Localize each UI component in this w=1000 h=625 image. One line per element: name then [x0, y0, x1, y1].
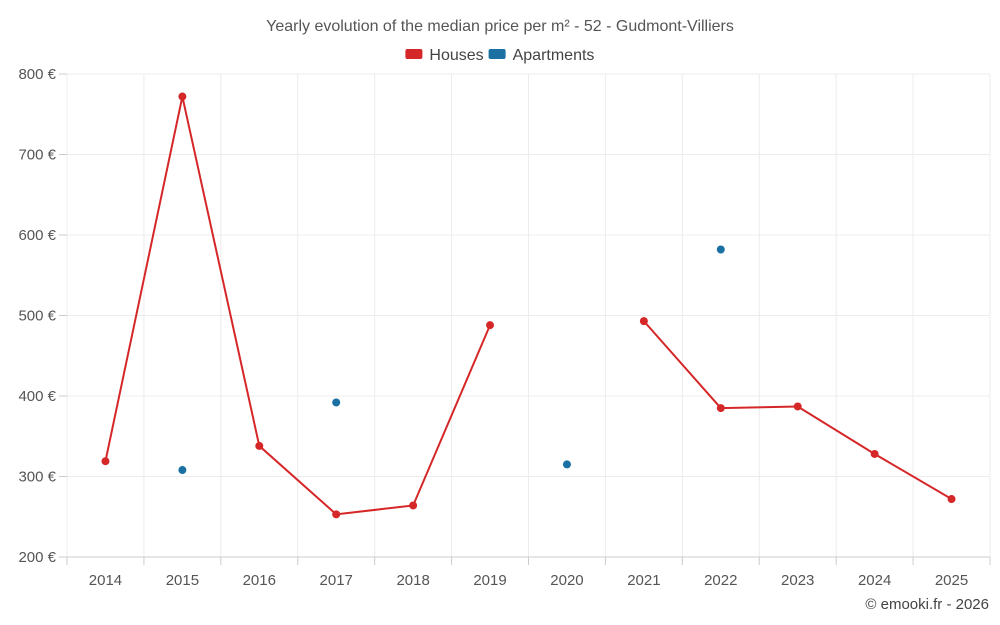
x-tick-label: 2016	[243, 572, 276, 589]
data-point-houses	[101, 457, 110, 466]
y-axis-tick-labels: 200 € 300 € 400 € 500 € 600 € 700 € 800 €	[18, 66, 67, 566]
legend-item-houses: Houses	[405, 47, 484, 64]
y-tick-label: 500 €	[18, 308, 56, 325]
y-tick-label: 800 €	[18, 66, 56, 83]
credit-text: © emooki.fr - 2026	[865, 596, 989, 613]
x-tick-label: 2017	[320, 572, 353, 589]
legend: Houses Apartments	[405, 47, 594, 64]
x-tick-label: 2021	[627, 572, 660, 589]
legend-label: Apartments	[513, 47, 595, 64]
y-tick-label: 400 €	[18, 388, 56, 405]
data-point-houses	[409, 501, 418, 510]
x-tick-label: 2014	[89, 572, 122, 589]
x-gridlines	[66, 74, 991, 557]
series-houses	[101, 92, 956, 519]
data-point-apartments	[178, 466, 187, 475]
data-point-houses	[870, 449, 879, 458]
x-tick-label: 2024	[858, 572, 891, 589]
data-point-houses	[793, 402, 802, 411]
data-point-apartments	[562, 460, 571, 469]
series-line-houses	[104, 96, 491, 516]
data-point-houses	[332, 510, 341, 519]
legend-item-apartments: Apartments	[488, 47, 595, 64]
x-tick-label: 2022	[704, 572, 737, 589]
chart-title: Yearly evolution of the median price per…	[266, 18, 734, 35]
y-tick-label: 200 €	[18, 549, 56, 566]
data-point-houses	[178, 92, 187, 101]
x-tick-label: 2023	[781, 572, 814, 589]
x-tick-label: 2015	[166, 572, 199, 589]
data-point-houses	[486, 321, 495, 330]
y-tick-label: 700 €	[18, 147, 56, 164]
data-point-apartments	[332, 398, 341, 407]
series-layer	[101, 92, 956, 519]
data-point-houses	[639, 317, 648, 326]
series-apartments	[178, 245, 725, 475]
x-tick-label: 2025	[935, 572, 968, 589]
legend-label: Houses	[429, 47, 483, 64]
x-tick-label: 2019	[473, 572, 506, 589]
data-point-houses	[947, 495, 956, 504]
x-axis-tick-labels: 2014 2015 2016 2017 2018 2019 2020 2021 2022 2023…	[66, 557, 991, 589]
legend-swatch-apartments	[488, 49, 506, 59]
legend-swatch-houses	[405, 49, 423, 59]
y-tick-label: 300 €	[18, 469, 56, 486]
data-point-apartments	[716, 245, 725, 254]
y-tick-label: 600 €	[18, 227, 56, 244]
x-tick-label: 2020	[550, 572, 583, 589]
data-point-houses	[716, 404, 725, 413]
x-tick-label: 2018	[396, 572, 429, 589]
data-point-houses	[255, 441, 264, 450]
